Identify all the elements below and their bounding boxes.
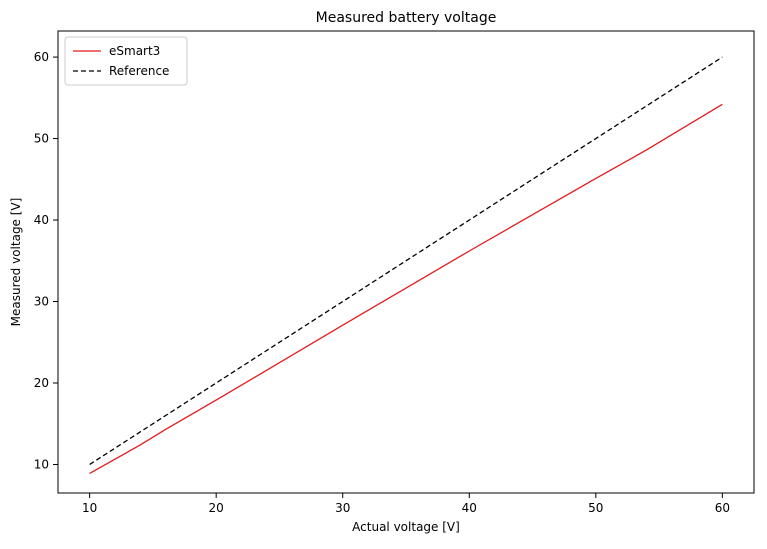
y-tick-label: 50 (34, 132, 49, 146)
x-tick-label: 20 (209, 501, 224, 515)
series-layer (89, 56, 723, 475)
x-tick-label: 40 (462, 501, 477, 515)
x-axis-label: Actual voltage [V] (352, 520, 460, 534)
plot-area-frame (57, 30, 755, 494)
legend-box (64, 36, 188, 86)
y-tick-label: 40 (34, 213, 49, 227)
legend: eSmart3 Reference (64, 36, 188, 86)
x-tick-label: 50 (588, 501, 603, 515)
series-line-reference (89, 56, 723, 466)
y-tick-label: 20 (34, 376, 49, 390)
legend-label: Reference (109, 64, 169, 78)
x-tick-label: 30 (335, 501, 350, 515)
legend-label: eSmart3 (109, 44, 160, 58)
x-tick-label: 60 (715, 501, 730, 515)
chart-title: Measured battery voltage (316, 10, 497, 26)
x-tick-label: 10 (82, 501, 97, 515)
y-tick-label: 10 (34, 457, 49, 471)
y-tick-label: 30 (34, 295, 49, 309)
y-tick-label: 60 (34, 50, 49, 64)
y-axis: 10 20 30 40 50 60 (34, 50, 58, 471)
y-axis-label: Measured voltage [V] (9, 198, 23, 327)
x-axis: 10 20 30 40 50 60 (82, 493, 730, 515)
series-line-esmart3 (89, 103, 723, 475)
